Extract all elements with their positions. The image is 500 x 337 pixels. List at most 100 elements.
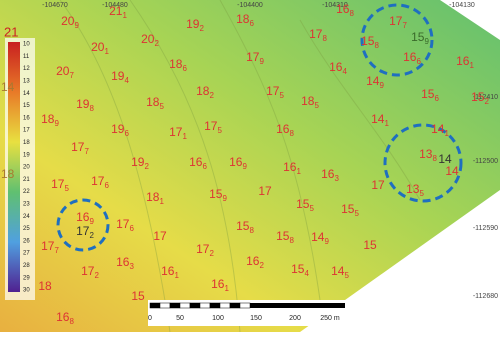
scale-segment: [229, 302, 241, 309]
label-main: 18: [38, 279, 52, 293]
label-sub: 4: [342, 67, 347, 76]
colorbar-tick: 22: [23, 189, 30, 195]
label-main: 20: [56, 64, 70, 78]
label-sub: 8: [89, 104, 94, 113]
label-main: 14: [445, 164, 459, 178]
x-coordinate: -104670: [42, 2, 68, 9]
elevation-label: 185: [301, 94, 319, 110]
highlight-circles: [56, 3, 463, 252]
label-sub: 2: [259, 261, 264, 270]
label-sub: 9: [259, 57, 264, 66]
label-sub: 6: [124, 129, 129, 138]
label-main: 15: [296, 197, 310, 211]
label-main: 20: [61, 14, 75, 28]
scale-segment: [149, 302, 161, 309]
elevation-label: 163: [321, 167, 339, 183]
label-main: 15: [131, 289, 145, 303]
label-main: 19: [186, 17, 200, 31]
label-main: 20: [141, 32, 155, 46]
scale-segment: [189, 302, 201, 309]
elevation-label: 156: [421, 87, 439, 103]
y-coordinate: -112500: [473, 158, 498, 165]
label-main: 17: [71, 140, 85, 154]
label-main: 15: [361, 34, 375, 48]
label-sub: 1: [384, 119, 389, 128]
elevation-label: 181: [146, 190, 164, 206]
scale-segment: [219, 302, 231, 309]
label-sub: 7: [402, 21, 407, 30]
elevation-label: 166: [189, 155, 207, 171]
elevation-label: 135: [406, 182, 424, 198]
label-sub: 8: [349, 9, 354, 18]
label-main: 20: [91, 40, 105, 54]
label-main: 16: [116, 255, 130, 269]
colorbar-tick: 13: [23, 78, 30, 84]
label-sub: 1: [469, 61, 474, 70]
label-main: 16: [276, 122, 290, 136]
scale-label: 100: [212, 315, 224, 322]
label-main: 15: [291, 262, 305, 276]
colorbar-top: 21: [4, 24, 18, 39]
colorbar: [8, 42, 20, 292]
label-main: 14: [366, 74, 380, 88]
elevation-label: 141: [371, 112, 389, 128]
label-sub: 2: [154, 39, 159, 48]
label-main: 18: [146, 95, 160, 109]
scale-label: 250 m: [320, 315, 340, 322]
label-sub: 1: [104, 47, 109, 56]
label-sub: 5: [354, 209, 359, 218]
elevation-label: 161: [211, 277, 229, 293]
label-sub: 8: [289, 236, 294, 245]
label-sub: 8: [322, 34, 327, 43]
ridges: [59, 0, 421, 333]
elevation-label: 211: [109, 4, 127, 20]
elevation-label: 164: [329, 60, 347, 76]
label-main: 14: [371, 112, 385, 126]
elevation-label: 155: [296, 197, 314, 213]
label-sub: 6: [129, 224, 134, 233]
elevation-label: 189: [41, 112, 59, 128]
label-sub: 8: [289, 129, 294, 138]
elevation-label: 171: [169, 125, 187, 141]
scale-label: 150: [250, 315, 262, 322]
label-main: 16: [56, 310, 70, 324]
colorbar-tick: 21: [23, 177, 30, 183]
elevation-label: 192: [131, 155, 149, 171]
label-main: 16: [189, 155, 203, 169]
elevation-label: 194: [111, 69, 129, 85]
elevation-label: 15: [363, 238, 377, 252]
label-sub: 9: [89, 217, 94, 226]
elevation-label: 168: [56, 310, 74, 326]
label-sub: 2: [209, 91, 214, 100]
elevation-label: 177: [71, 140, 89, 156]
label-main: 13: [419, 147, 433, 161]
label-sub: 5: [159, 102, 164, 111]
y-coordinate: -112590: [473, 225, 498, 232]
label-main: 16: [246, 254, 260, 268]
label-main: 15: [276, 229, 290, 243]
colorbar-tick: 24: [23, 214, 30, 220]
label-main: 17: [204, 119, 218, 133]
colorbar-tick: 27: [23, 251, 30, 257]
colorbar-side: 14: [1, 80, 15, 94]
label-sub: 5: [344, 271, 349, 280]
scale-segment: [250, 303, 345, 308]
label-sub: 9: [324, 237, 329, 246]
label-main: 17: [196, 242, 210, 256]
scale-label: 50: [176, 315, 184, 322]
label-main: 19: [111, 122, 125, 136]
x-coordinate: -104480: [102, 2, 128, 9]
label-main: 17: [309, 27, 323, 41]
label-sub: 8: [374, 41, 379, 50]
x-coordinate: -104130: [449, 2, 475, 9]
label-sub: 6: [434, 94, 439, 103]
label-main: 19: [111, 69, 125, 83]
elevation-label: 192: [186, 17, 204, 33]
colorbar-tick: 16: [23, 115, 30, 121]
label-main: 16: [329, 60, 343, 74]
elevation-label: 175: [204, 119, 222, 135]
label-main: 16: [211, 277, 225, 291]
colorbar-tick: 12: [23, 66, 30, 72]
label-sub: 1: [122, 11, 127, 20]
label-main: 14: [431, 122, 445, 136]
